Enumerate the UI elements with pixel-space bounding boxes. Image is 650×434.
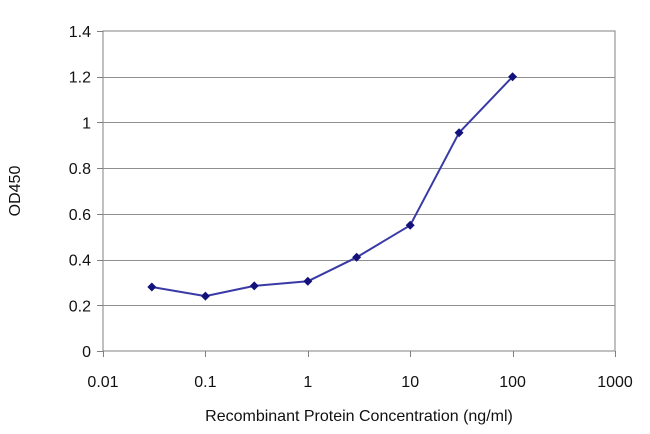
y-tick-label: 0.4	[69, 253, 91, 270]
data-point-marker	[352, 252, 362, 262]
x-tick-label: 100	[499, 374, 526, 391]
y-tick-label: 1	[82, 115, 91, 132]
data-point-marker	[508, 72, 518, 82]
x-tick-label: 1	[303, 374, 312, 391]
x-tick-label: 0.01	[87, 374, 118, 391]
y-tick-label: 1.2	[69, 70, 91, 87]
data-point-marker	[405, 220, 415, 230]
x-tick-label: 1000	[597, 374, 633, 391]
data-point-marker	[454, 128, 464, 138]
data-point-marker	[249, 281, 259, 291]
series-line	[151, 76, 514, 298]
y-tick-label: 0.6	[69, 207, 91, 224]
x-tick-label: 0.1	[194, 374, 216, 391]
x-axis-title: Recombinant Protein Concentration (ng/ml…	[205, 408, 513, 425]
data-markers	[147, 72, 518, 301]
data-point-marker	[147, 282, 157, 292]
data-point-marker	[303, 276, 313, 286]
y-tick-label: 0.8	[69, 161, 91, 178]
x-tick-label: 10	[401, 374, 419, 391]
tick-labels: 0 0.2 0.4 0.6 0.8 1 1.2 1.4 0.01 0.1 1 10 100 1000	[69, 24, 633, 391]
axes	[97, 31, 616, 357]
y-tick-label: 1.4	[69, 24, 91, 41]
y-tick-label: 0.2	[69, 298, 91, 315]
y-tick-label: 0	[82, 344, 91, 361]
y-axis-title: OD450	[7, 166, 24, 217]
grid-lines	[103, 77, 615, 306]
data-point-marker	[200, 291, 210, 301]
plot-area	[102, 30, 616, 352]
series-polyline	[151, 76, 514, 298]
